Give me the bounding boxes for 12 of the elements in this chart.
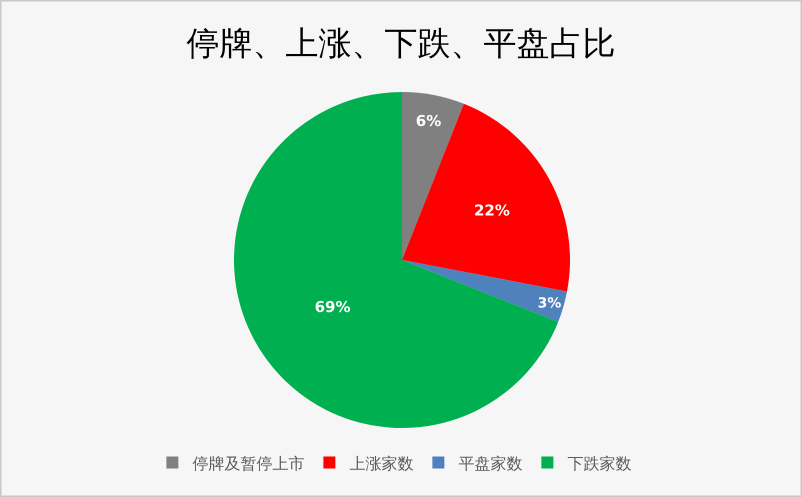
- data-label: 6%: [416, 112, 442, 130]
- data-label: 69%: [314, 298, 350, 316]
- pie-slice: [402, 104, 570, 292]
- data-label: 3%: [538, 295, 562, 312]
- pie-slice: [402, 92, 464, 260]
- legend-label: 停牌及暂停上市: [192, 454, 304, 473]
- pie-slice: [402, 260, 568, 322]
- legend-label: 平盘家数: [458, 454, 522, 473]
- chart-title: 停牌、上涨、下跌、平盘占比: [186, 24, 616, 63]
- data-label: 22%: [474, 202, 510, 220]
- legend-label: 下跌家数: [567, 454, 632, 473]
- legend-label: 上涨家数: [349, 454, 414, 473]
